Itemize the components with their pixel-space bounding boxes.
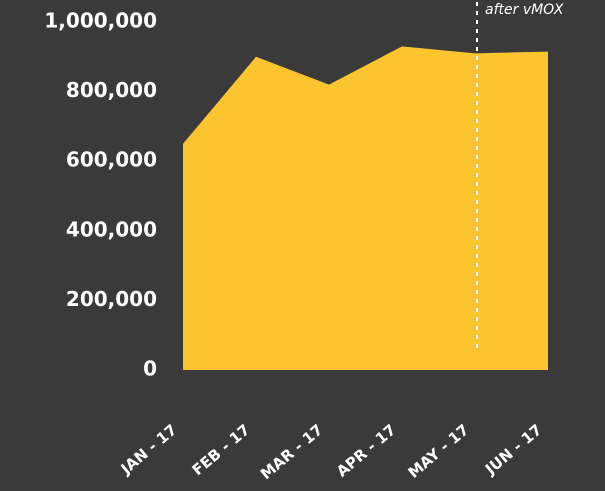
y-tick-label: 400,000 [66,217,157,241]
y-tick-label: 200,000 [66,287,157,311]
y-tick-label: 0 [143,357,157,381]
y-tick-label: 1,000,000 [44,9,157,33]
y-tick-label: 600,000 [66,148,157,172]
area [183,46,548,371]
y-tick-label: 800,000 [66,78,157,102]
annotation: after vMOX [485,2,564,18]
